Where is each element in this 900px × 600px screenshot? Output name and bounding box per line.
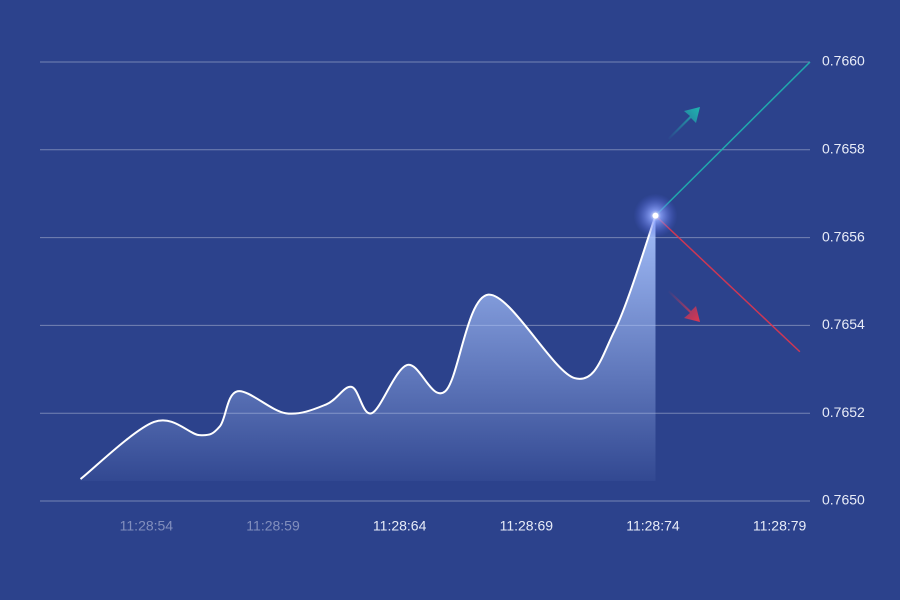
x-tick-label: 11:28:54 (120, 518, 174, 534)
area (80, 215, 656, 481)
projection-line (654, 215, 801, 353)
y-tick-label: 0.7652 (822, 404, 865, 420)
y-tick-label: 0.7656 (822, 228, 865, 244)
y-tick-label: 0.7654 (822, 316, 865, 332)
y-tick-label: 0.7660 (822, 53, 865, 69)
x-tick-label: 11:28:59 (246, 518, 300, 534)
down-arrow (668, 290, 700, 322)
projection-line (654, 61, 811, 217)
x-tick-label: 11:28:79 (753, 518, 807, 534)
y-tick-label: 0.7650 (822, 492, 865, 508)
up-arrow (668, 107, 700, 140)
line (79, 215, 657, 480)
last-point (652, 212, 659, 219)
y-tick-label: 0.7658 (822, 141, 865, 157)
x-tick-label: 11:28:64 (373, 518, 427, 534)
x-tick-label: 11:28:74 (626, 518, 680, 534)
x-tick-label: 11:28:69 (500, 518, 554, 534)
